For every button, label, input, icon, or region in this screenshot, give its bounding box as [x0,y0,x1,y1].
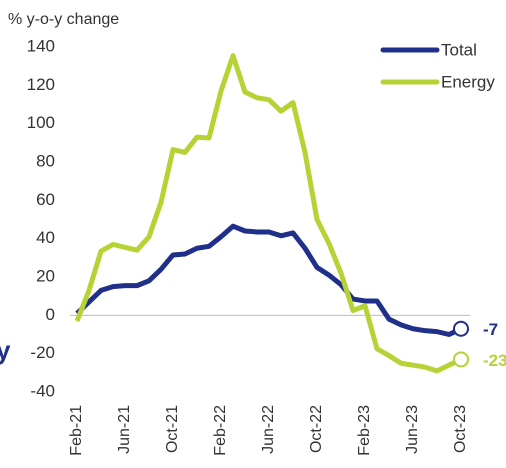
y-tick-label: -20 [30,343,55,362]
x-tick-label: Jun-21 [116,405,133,454]
y-tick-label: 20 [36,266,55,285]
annotation: y [0,335,11,365]
end-value-label: -23 [483,351,506,370]
y-tick-label: -40 [30,381,55,400]
y-tick-label: 0 [46,305,55,324]
y-tick-label: 80 [36,151,55,170]
x-tick-label: Jun-23 [404,405,421,454]
series-line [75,223,463,337]
y-tick-label: 100 [27,113,55,132]
x-tick-label: Oct-21 [164,405,181,453]
end-marker [453,320,469,337]
x-tick-label: Feb-22 [212,405,229,456]
x-tick-label: Feb-23 [356,405,373,456]
x-tick-label: Oct-23 [452,405,469,453]
legend-label: Energy [441,72,495,91]
y-tick-label: 60 [36,190,55,209]
x-tick-label: Jun-22 [260,405,277,454]
series-line [74,53,463,374]
x-tick-label: Feb-21 [68,405,85,456]
x-tick-label: Oct-22 [308,405,325,453]
y-axis-label: % y-o-y change [8,11,119,28]
end-value-label: -7 [483,320,498,339]
y-tick-label: 140 [27,36,55,55]
y-tick-label: 120 [27,75,55,94]
legend-label: Total [441,40,477,59]
end-marker [453,351,469,368]
y-tick-label: 40 [36,228,55,247]
